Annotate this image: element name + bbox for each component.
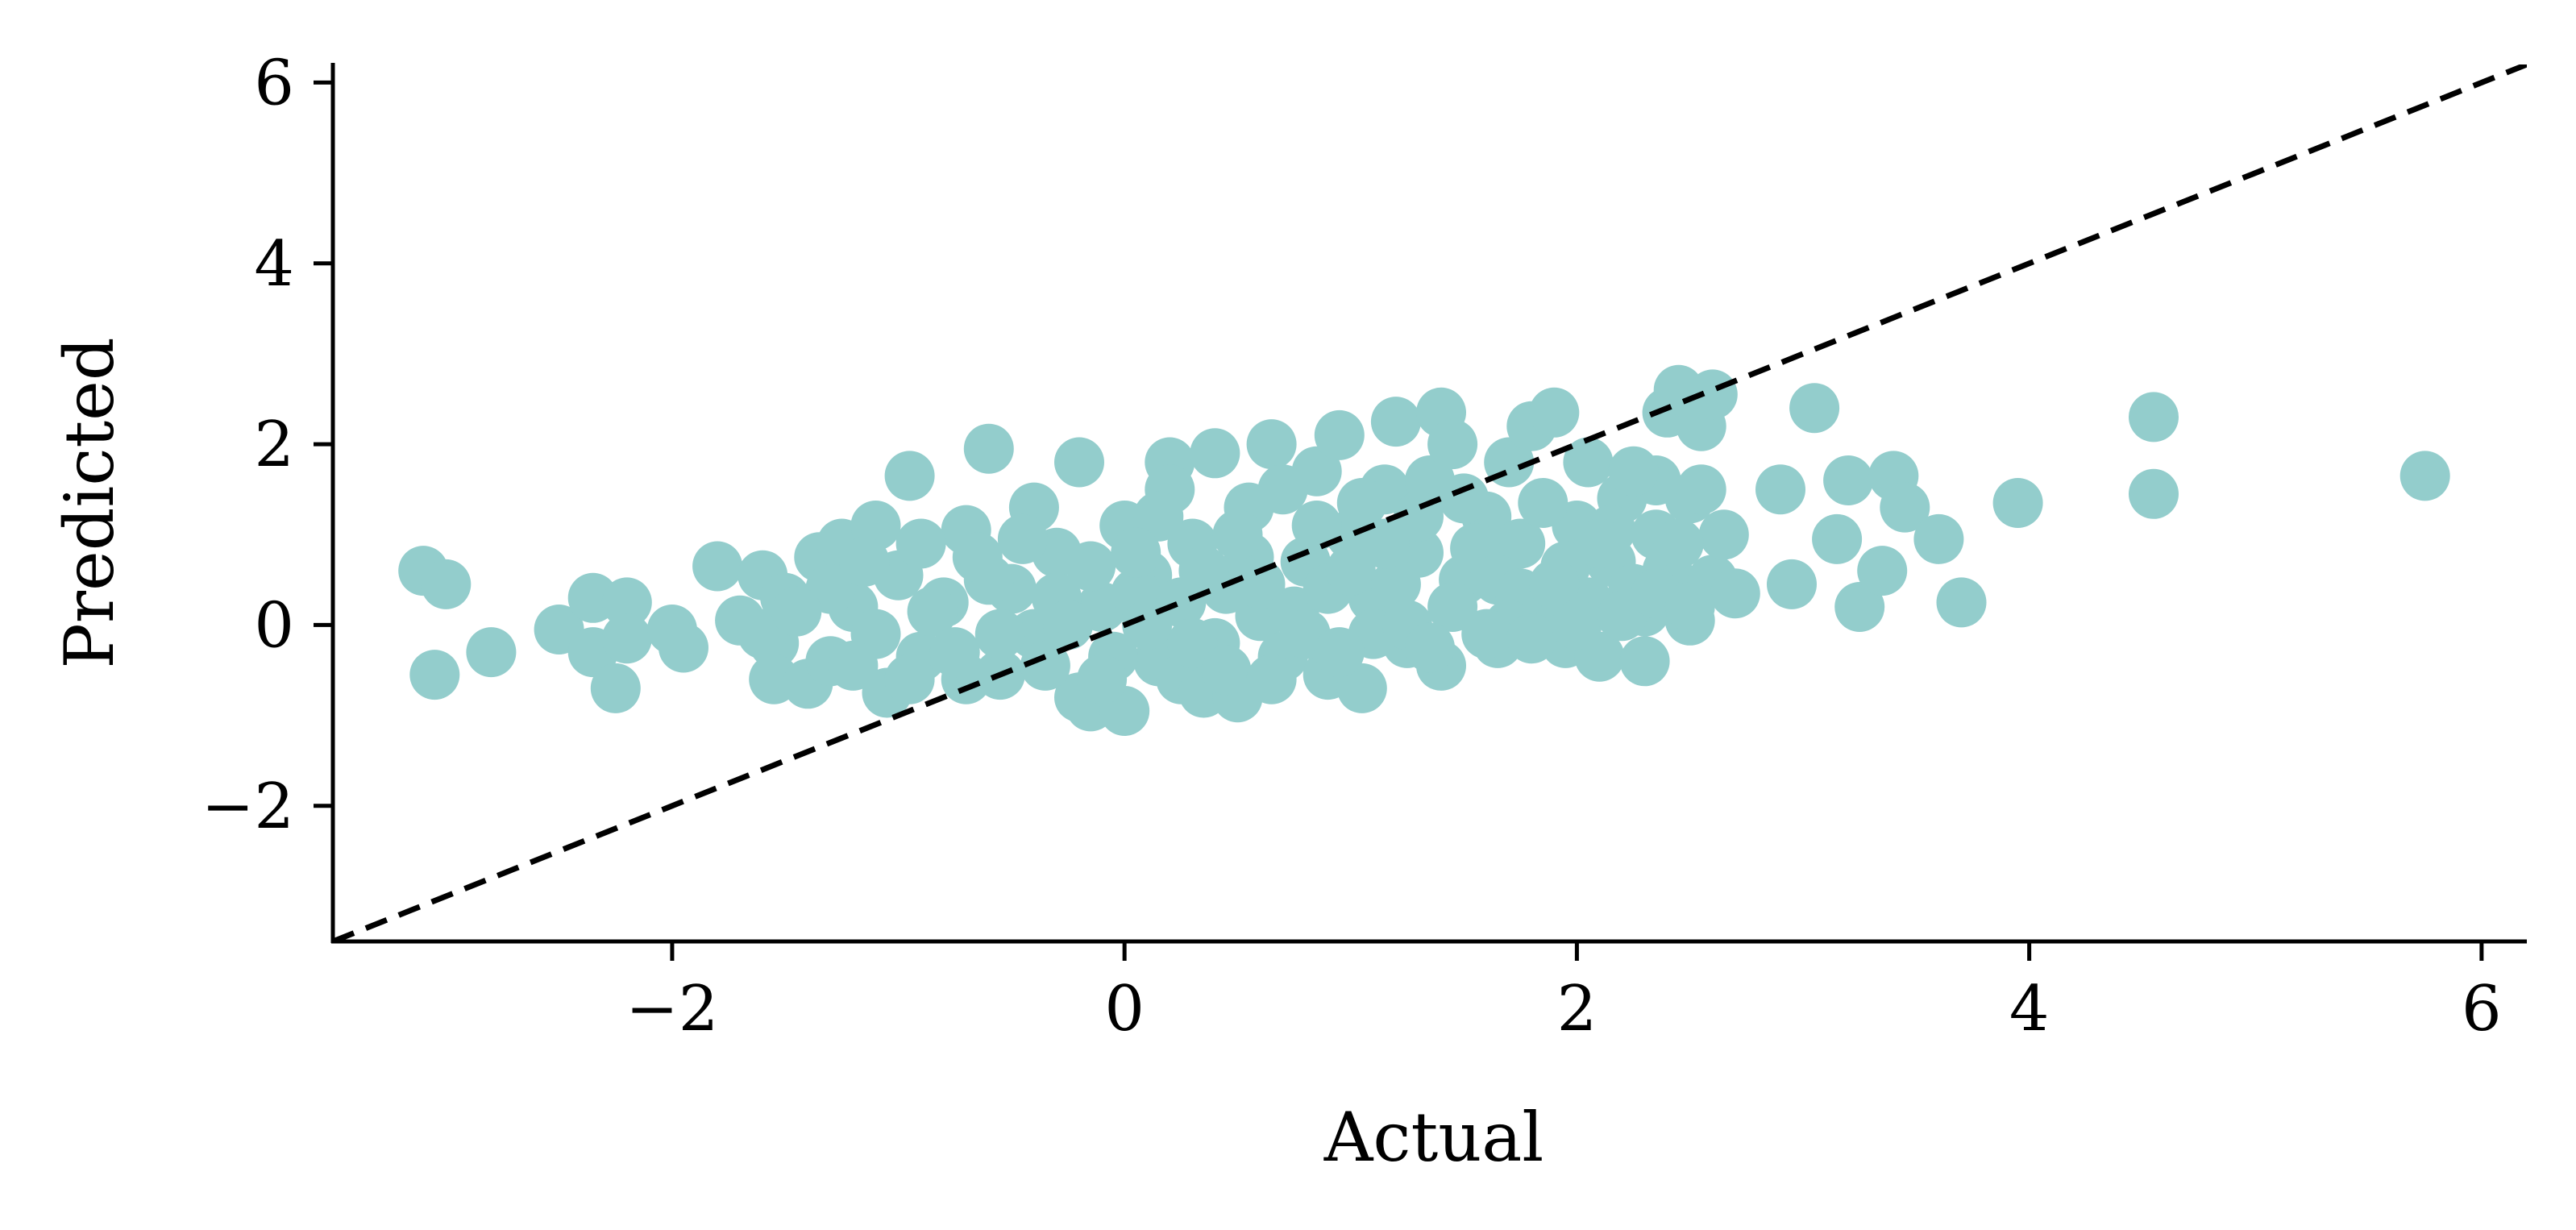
y-tick-label: −2 bbox=[202, 771, 294, 843]
scatter-point bbox=[1111, 527, 1161, 578]
scatter-point bbox=[1913, 513, 1964, 564]
x-tick-label: 0 bbox=[1104, 973, 1145, 1045]
x-tick-label: 2 bbox=[1557, 973, 1598, 1045]
scatter-point bbox=[952, 532, 1003, 583]
scatter-point bbox=[839, 536, 890, 587]
scatter-point bbox=[601, 613, 652, 664]
scatter-point bbox=[1133, 491, 1184, 542]
scatter-point bbox=[1529, 559, 1580, 609]
scatter-point bbox=[1608, 446, 1659, 497]
scatter-point bbox=[2399, 451, 2450, 501]
x-tick-label: −2 bbox=[625, 973, 718, 1045]
scatter-point bbox=[1698, 509, 1749, 560]
scatter-point bbox=[590, 663, 641, 713]
y-tick-label: 0 bbox=[254, 589, 294, 662]
scatter-point bbox=[884, 654, 935, 704]
scatter-point bbox=[2129, 468, 2179, 519]
x-tick-label: 4 bbox=[2009, 973, 2050, 1045]
scatter-point bbox=[1246, 654, 1297, 704]
scatter-point bbox=[1767, 559, 1817, 609]
scatter-point bbox=[1495, 518, 1546, 569]
scatter-point bbox=[692, 541, 743, 592]
scatter-point bbox=[1178, 546, 1229, 596]
scatter-point bbox=[1676, 464, 1726, 515]
scatter-point bbox=[1529, 387, 1580, 438]
scatter-point bbox=[997, 513, 1048, 564]
scatter-point bbox=[1518, 478, 1568, 528]
scatter-point bbox=[1823, 455, 1874, 505]
x-axis-label: Actual bbox=[1323, 1098, 1544, 1177]
scatter-point bbox=[1439, 473, 1490, 524]
scatter-point bbox=[1834, 582, 1885, 632]
scatter-point bbox=[1201, 645, 1252, 696]
scatter-point bbox=[1066, 541, 1116, 592]
scatter-point bbox=[1359, 518, 1410, 569]
scatter-point bbox=[1190, 428, 1240, 479]
reference-line-layer bbox=[333, 64, 2527, 941]
scatter-point bbox=[1020, 640, 1070, 691]
scatter-point bbox=[907, 586, 958, 637]
scatter-point bbox=[1325, 546, 1376, 596]
scatter-point bbox=[1336, 663, 1387, 713]
scatter-point bbox=[1552, 600, 1602, 650]
scatter-point bbox=[1506, 613, 1557, 664]
scatter-point bbox=[409, 650, 460, 700]
scatter-point bbox=[1077, 654, 1128, 704]
scatter-point bbox=[1812, 513, 1863, 564]
scatter-point bbox=[1246, 419, 1297, 470]
scatter-point bbox=[1992, 478, 2043, 528]
scatter-point bbox=[1789, 383, 1840, 434]
scatter-point bbox=[1167, 617, 1218, 668]
scatter-point bbox=[1880, 482, 1930, 533]
axes: −2 0 2 4 6 −2 0 2 4 6 bbox=[202, 47, 2527, 1045]
scatter-point bbox=[1857, 546, 1908, 596]
scatter-point bbox=[1054, 437, 1104, 488]
y-tick-label: 2 bbox=[254, 409, 294, 481]
scatter-point bbox=[1619, 636, 1670, 687]
identity-reference-line bbox=[333, 64, 2527, 941]
scatter-point bbox=[974, 609, 1025, 659]
scatter-point bbox=[601, 577, 652, 628]
scatter-point bbox=[1664, 582, 1715, 632]
scatter-point bbox=[1710, 568, 1760, 619]
scatter-point bbox=[884, 451, 935, 501]
scatter-point bbox=[1574, 518, 1625, 569]
scatter-point bbox=[1314, 627, 1365, 678]
scatter-point bbox=[1461, 609, 1512, 659]
scatter-point bbox=[1427, 419, 1478, 470]
x-tick-label: 6 bbox=[2462, 973, 2502, 1045]
scatter-point bbox=[421, 559, 472, 609]
scatter-point bbox=[771, 586, 822, 637]
scatter-point bbox=[1563, 437, 1614, 488]
scatter-point bbox=[1212, 509, 1263, 560]
scatter-point bbox=[1257, 464, 1308, 515]
scatter-point bbox=[895, 518, 946, 569]
scatter-point bbox=[1936, 577, 1987, 628]
scatter-point bbox=[1314, 409, 1365, 460]
scatter-point bbox=[1427, 582, 1478, 632]
scatter-point bbox=[828, 640, 879, 691]
scatter-point bbox=[1755, 464, 1805, 515]
scatter-point bbox=[1405, 622, 1455, 673]
scatter-point bbox=[659, 622, 708, 673]
y-axis-label: Predicted bbox=[50, 337, 129, 668]
data-points bbox=[398, 364, 2450, 736]
y-tick-label: 4 bbox=[254, 228, 294, 301]
scatter-point bbox=[1291, 501, 1342, 551]
scatter-point bbox=[2129, 392, 2179, 443]
scatter-point bbox=[466, 627, 517, 678]
y-tick-label: 6 bbox=[254, 47, 294, 119]
scatter-point bbox=[1043, 600, 1093, 650]
scatter-point bbox=[1370, 397, 1421, 447]
scatter-point bbox=[1235, 559, 1286, 609]
scatter-point bbox=[929, 627, 980, 678]
scatter-point bbox=[1336, 478, 1387, 528]
scatter-point bbox=[1653, 518, 1704, 569]
scatter-point bbox=[963, 423, 1014, 474]
scatter-point bbox=[1370, 559, 1421, 609]
